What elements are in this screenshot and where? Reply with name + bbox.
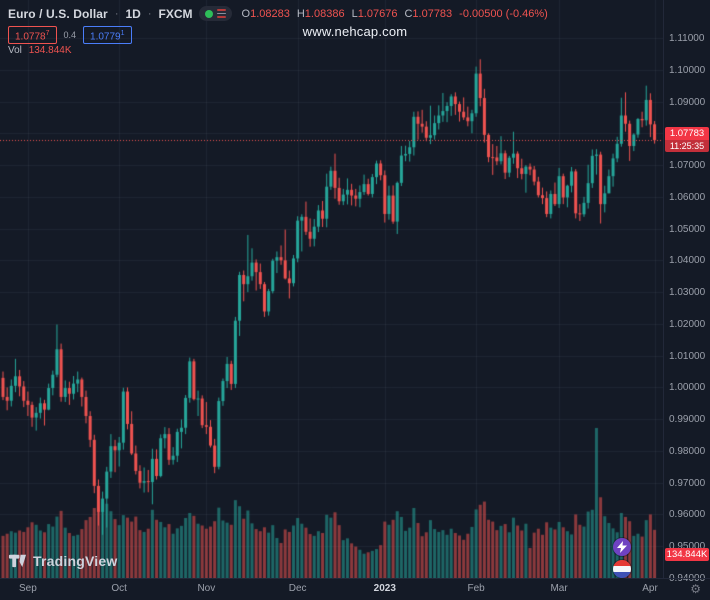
sell-bid-button[interactable]: 1.07787 [8, 26, 57, 45]
buy-ask-button[interactable]: 1.07791 [83, 26, 132, 45]
time-axis-label: Dec [288, 583, 307, 594]
price-axis-label: 1.02000 [669, 318, 706, 330]
price-axis-label: 1.03000 [669, 287, 706, 299]
time-axis-label: Nov [197, 583, 216, 594]
symbol-title[interactable]: Euro / U.S. Dollar [8, 6, 108, 21]
time-axis-label: Mar [550, 583, 568, 594]
interval-button[interactable]: 1D [125, 6, 141, 21]
last-price-value: 1.07783 [665, 127, 709, 141]
close-value: 1.07783 [412, 7, 453, 20]
open-value: 1.08283 [250, 7, 290, 20]
price-axis[interactable]: 1.07783 11:25:35 134.844K 1.11000 1.10000… [663, 0, 710, 584]
last-price-badge: 1.07783 11:25:35 [665, 127, 709, 153]
price-axis-label: 1.09000 [669, 96, 706, 108]
price-axis-label: 0.96000 [669, 509, 706, 521]
price-chart-canvas[interactable] [0, 0, 663, 578]
price-axis-label: 1.01000 [669, 350, 706, 362]
watermark-text: www.nehcap.com [302, 24, 408, 39]
price-axis-label: 1.00000 [669, 382, 706, 394]
time-axis-label: Feb [467, 583, 485, 594]
bar-countdown: 11:25:35 [665, 140, 709, 153]
price-axis-label: 1.10000 [669, 64, 706, 76]
price-axis-label: 1.04000 [669, 255, 706, 267]
legend-separator: · [147, 7, 152, 20]
bid-ask-row: 1.07787 0.4 1.07791 [8, 26, 132, 45]
data-status-pill[interactable] [198, 6, 232, 21]
price-axis-label: 0.95000 [669, 541, 706, 553]
lightning-icon [617, 541, 627, 553]
instant-order-lightning-button[interactable] [613, 538, 631, 556]
legend-menu-icon [216, 9, 226, 18]
volume-badge: 134.844K [665, 548, 709, 561]
change-value: -0.00500 (-0.46%) [459, 7, 548, 20]
broker-logo-icon [613, 560, 631, 566]
time-axis[interactable]: ⚙ Sep Oct Nov Dec 2023 Feb Mar Apr [0, 578, 710, 600]
quick-action-buttons [613, 538, 631, 578]
time-axis-label: Sep [18, 583, 37, 594]
price-axis-label: 1.06000 [669, 191, 706, 203]
price-axis-label: 1.05000 [669, 223, 706, 235]
time-axis-label: 2023 [373, 583, 396, 594]
ohlc-values: O1.08283 H1.08386 L1.07676 C1.07783 -0.0… [242, 8, 548, 20]
chart-legend: Euro / U.S. Dollar · 1D · FXCM O1.08283 … [8, 6, 548, 21]
high-value: 1.08386 [304, 7, 345, 20]
low-label: L [351, 7, 358, 20]
close-label: C [404, 7, 413, 20]
exchange-label[interactable]: FXCM [158, 6, 193, 21]
price-axis-label: 0.97000 [669, 477, 706, 489]
volume-label: Vol [8, 45, 22, 56]
price-axis-label: 0.98000 [669, 445, 706, 457]
low-value: 1.07676 [357, 7, 398, 20]
market-status-dot-icon [204, 9, 213, 18]
open-label: O [241, 7, 251, 20]
tradingview-logo-text: TradingView [33, 552, 118, 569]
time-axis-label: Apr [642, 583, 658, 594]
tradingview-logo-icon [8, 554, 27, 568]
tradingview-logo[interactable]: TradingView [8, 551, 117, 570]
spread-value: 0.4 [63, 30, 77, 41]
high-label: H [296, 7, 305, 20]
volume-value: 134.844K [28, 45, 72, 56]
price-axis-label: 0.99000 [669, 414, 706, 426]
legend-separator: · [114, 7, 119, 20]
price-axis-label: 1.07000 [669, 160, 706, 172]
axis-settings-gear-icon[interactable]: ⚙ [690, 582, 701, 596]
time-axis-label: Oct [111, 583, 127, 594]
volume-legend[interactable]: Vol 134.844K [8, 45, 72, 56]
price-axis-label: 1.11000 [669, 33, 705, 44]
broker-button[interactable] [613, 560, 631, 578]
